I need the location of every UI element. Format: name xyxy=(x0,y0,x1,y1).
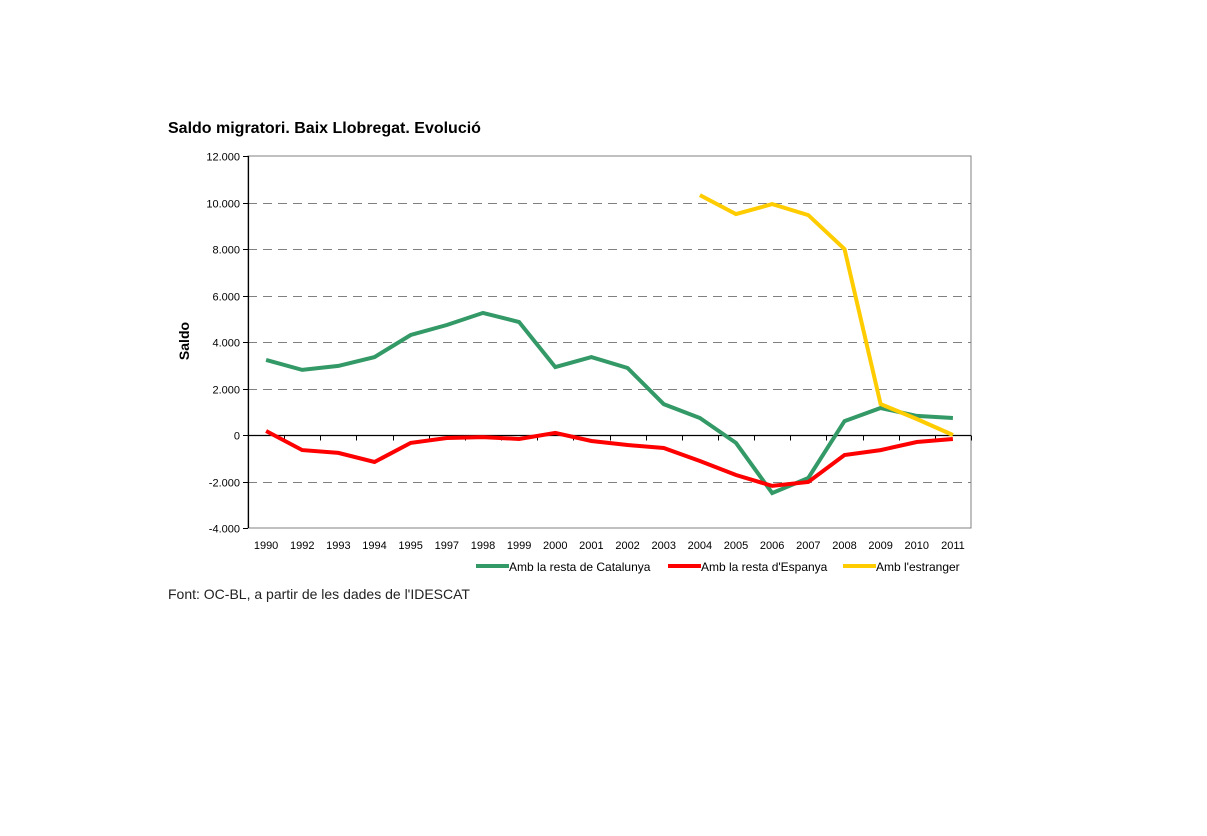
x-tick-label: 2009 xyxy=(868,540,892,552)
x-tick-label: 1990 xyxy=(254,540,278,552)
x-tick-label: 2001 xyxy=(579,540,603,552)
y-tick-label: 8.000 xyxy=(212,245,240,257)
y-tick-label: 2.000 xyxy=(212,385,240,397)
legend-label: Amb l'estranger xyxy=(876,560,960,574)
gridlines xyxy=(248,203,971,483)
legend: Amb la resta de Catalunya Amb la resta d'… xyxy=(476,560,960,574)
series-line-2 xyxy=(265,429,954,488)
series-lines xyxy=(265,193,954,496)
y-tick-label: 10.000 xyxy=(206,199,240,211)
y-axis-ticks: -4.000 -2.000 0 2.000 4.000 6.000 8.000 10.000 1… xyxy=(206,152,248,536)
x-tick-label: 2008 xyxy=(832,540,856,552)
y-tick-label: 12.000 xyxy=(206,152,240,164)
x-tick-label: 1997 xyxy=(435,540,459,552)
y-tick-label: 0 xyxy=(234,431,240,443)
x-tick-label: 2007 xyxy=(796,540,820,552)
legend-label: Amb la resta d'Espanya xyxy=(701,560,828,574)
x-tick-label: 2003 xyxy=(651,540,675,552)
x-tick-label: 1995 xyxy=(398,540,422,552)
series-line-1 xyxy=(265,310,954,496)
x-tick-label: 1993 xyxy=(326,540,350,552)
x-tick-label: 2002 xyxy=(615,540,639,552)
x-tick-label: 2000 xyxy=(543,540,567,552)
chart-title: Saldo migratori. Baix Llobregat. Evoluci… xyxy=(168,120,481,137)
series-line-3 xyxy=(698,193,954,437)
x-tick-label: 1992 xyxy=(290,540,314,552)
y-tick-label: -4.000 xyxy=(209,524,240,536)
x-tick-label: 2010 xyxy=(905,540,929,552)
x-axis-ticks: 1990 1992 1993 1994 1995 1997 1998 1999 2000 2001… xyxy=(248,435,972,552)
y-tick-label: 4.000 xyxy=(212,338,240,350)
x-tick-label: 1994 xyxy=(362,540,386,552)
y-axis-label: Saldo xyxy=(176,322,192,360)
x-tick-label: 2005 xyxy=(724,540,748,552)
y-tick-label: 6.000 xyxy=(212,292,240,304)
legend-label: Amb la resta de Catalunya xyxy=(509,560,651,574)
y-tick-label: -2.000 xyxy=(209,478,240,490)
x-tick-label: 1998 xyxy=(471,540,495,552)
x-tick-label: 1999 xyxy=(507,540,531,552)
x-tick-label: 2006 xyxy=(760,540,784,552)
source-note: Font: OC-BL, a partir de les dades de l'… xyxy=(168,586,470,602)
x-tick-label: 2004 xyxy=(688,540,712,552)
x-tick-label: 2011 xyxy=(941,540,965,552)
